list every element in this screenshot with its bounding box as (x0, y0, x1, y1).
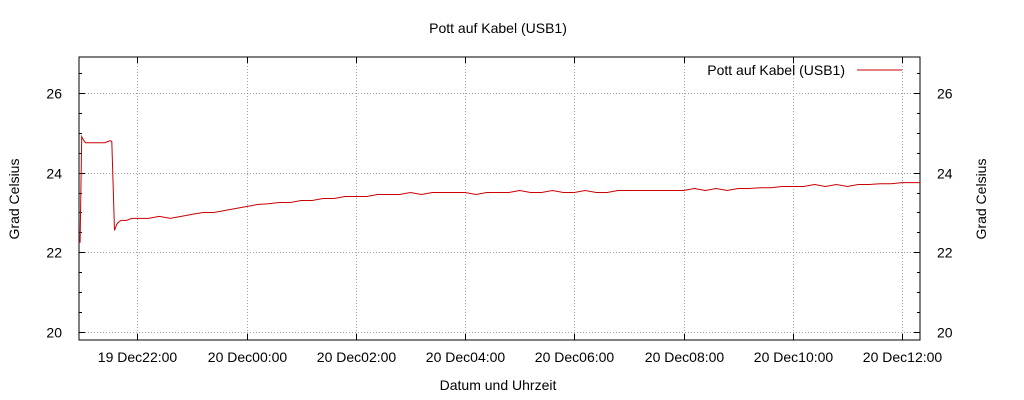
y-tick-label-right: 26 (937, 86, 953, 102)
y-axis-label-left: Grad Celsius (6, 159, 22, 240)
series-line-pott-auf-kabel (79, 134, 920, 243)
plot-frame (78, 56, 921, 341)
legend-label: Pott auf Kabel (USB1) (707, 62, 845, 78)
x-tick-label: 20 Dec06:00 (535, 349, 615, 365)
tick-labels-layer: 19 Dec22:00 20 Dec00:00 20 Dec02:00 20 Dec0… (46, 86, 952, 366)
chart-title: Pott auf Kabel (USB1) (429, 20, 567, 36)
x-tick-label: 20 Dec04:00 (426, 349, 506, 365)
y-axis-label-right: Grad Celsius (973, 159, 989, 240)
grid-layer (79, 57, 920, 340)
x-tick-label: 20 Dec10:00 (754, 349, 834, 365)
x-tick-label: 20 Dec08:00 (645, 349, 725, 365)
y-tick-label-left: 22 (46, 245, 62, 261)
y-tick-label-right: 20 (937, 325, 953, 341)
x-tick-label: 20 Dec12:00 (863, 349, 943, 365)
x-axis-label: Datum und Uhrzeit (440, 377, 557, 393)
x-tick-label: 20 Dec00:00 (208, 349, 288, 365)
y-tick-label-right: 24 (937, 166, 953, 182)
y-tick-label-right: 22 (937, 245, 953, 261)
y-tick-label-left: 20 (46, 325, 62, 341)
x-tick-label: 19 Dec22:00 (98, 349, 178, 365)
y-tick-label-left: 24 (46, 166, 62, 182)
legend: Pott auf Kabel (USB1) (707, 62, 902, 78)
x-tick-label: 20 Dec02:00 (317, 349, 397, 365)
y-tick-label-left: 26 (46, 86, 62, 102)
